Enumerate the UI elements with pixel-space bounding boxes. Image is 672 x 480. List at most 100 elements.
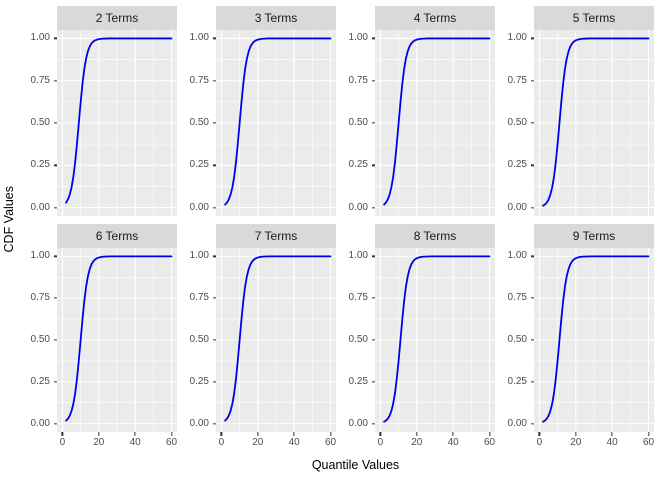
y-tick-mark [371, 122, 375, 124]
facet-strip-7-terms: 7 Terms [216, 224, 336, 248]
cdf-panel-2-terms [57, 30, 177, 216]
y-tick-label: 0.50 [189, 117, 209, 128]
cdf-panel-7-terms [216, 248, 336, 432]
y-tick-mark [371, 381, 375, 383]
x-tick-label: 60 [642, 437, 655, 448]
x-axis-ticks-col4: 0 20 40 60 [534, 432, 654, 452]
facet-strip-9-terms: 9 Terms [534, 224, 654, 248]
y-axis-ticks-3-terms: 0.00 0.25 0.50 0.75 1.00 [177, 30, 216, 216]
facet-strip-5-terms: 5 Terms [534, 6, 654, 30]
y-tick-label: 0.50 [30, 334, 50, 345]
x-tick-mark [170, 432, 173, 436]
y-tick-label: 1.00 [30, 250, 50, 262]
y-tick-label: 0.25 [30, 375, 50, 387]
y-tick-mark [530, 122, 534, 124]
y-tick-mark [53, 206, 57, 209]
x-tick-mark [538, 432, 541, 436]
y-tick-label: 0.75 [30, 74, 50, 86]
y-tick-mark [212, 37, 216, 40]
y-tick-mark [371, 80, 375, 82]
y-tick-label: 1.00 [30, 32, 50, 44]
y-tick-mark [53, 381, 57, 383]
y-axis-title: CDF Values [2, 185, 16, 253]
y-tick-label: 0.00 [189, 201, 209, 213]
y-tick-mark [530, 164, 534, 166]
y-tick-label: 1.00 [189, 32, 209, 44]
x-tick-mark [379, 432, 382, 436]
x-tick-mark [61, 432, 64, 436]
panel-plot-area [216, 248, 336, 432]
x-tick-mark [647, 432, 650, 436]
x-tick-label: 0 [218, 437, 225, 448]
y-tick-mark [530, 37, 534, 40]
y-tick-label: 1.00 [507, 250, 527, 262]
y-tick-label: 0.00 [30, 417, 50, 429]
y-tick-label: 0.50 [507, 334, 527, 345]
y-tick-label: 0.25 [348, 159, 368, 171]
y-axis-ticks-2-terms: 0.00 0.25 0.50 0.75 1.00 [18, 30, 57, 216]
cdf-curve [225, 38, 330, 204]
x-tick-mark [134, 432, 136, 436]
x-tick-label: 40 [129, 437, 141, 448]
y-tick-label: 0.25 [507, 159, 527, 171]
cdf-panel-5-terms [534, 30, 654, 216]
x-tick-label: 60 [324, 437, 337, 448]
x-tick-label: 60 [165, 437, 178, 448]
x-tick-label: 20 [252, 437, 264, 448]
x-tick-mark [293, 432, 295, 436]
y-tick-mark [53, 122, 57, 124]
y-tick-label: 0.50 [30, 117, 50, 128]
y-tick-mark [53, 297, 57, 299]
x-tick-mark [611, 432, 613, 436]
y-tick-label: 0.25 [189, 159, 209, 171]
y-tick-label: 0.50 [348, 334, 368, 345]
y-tick-label: 1.00 [348, 250, 368, 262]
y-tick-mark [371, 37, 375, 40]
y-tick-mark [371, 297, 375, 299]
y-tick-mark [212, 381, 216, 383]
y-tick-mark [530, 297, 534, 299]
panel-plot-area [57, 248, 177, 432]
y-axis-ticks-8-terms: 0.00 0.25 0.50 0.75 1.00 [336, 248, 375, 432]
x-tick-mark [220, 432, 223, 436]
cdf-panel-6-terms [57, 248, 177, 432]
cdf-curve [543, 38, 648, 205]
y-tick-mark [53, 80, 57, 82]
y-tick-mark [530, 206, 534, 209]
x-tick-label: 20 [570, 437, 582, 448]
y-tick-mark [371, 164, 375, 166]
cdf-panel-8-terms [375, 248, 495, 432]
cdf-panel-3-terms [216, 30, 336, 216]
y-tick-mark [212, 297, 216, 299]
x-tick-mark [488, 432, 491, 436]
y-tick-label: 0.00 [507, 417, 527, 429]
panel-plot-area [216, 30, 336, 216]
facet-strip-2-terms: 2 Terms [57, 6, 177, 30]
x-tick-label: 40 [447, 437, 459, 448]
y-tick-mark [212, 339, 216, 341]
y-tick-mark [212, 206, 216, 209]
panel-plot-area [57, 30, 177, 216]
x-axis-ticks-col3: 0 20 40 60 [375, 432, 495, 452]
y-tick-label: 0.00 [507, 201, 527, 213]
x-axis-ticks-col1: 0 20 40 60 [57, 432, 177, 452]
y-tick-mark [530, 339, 534, 341]
y-axis-ticks-7-terms: 0.00 0.25 0.50 0.75 1.00 [177, 248, 216, 432]
y-tick-label: 1.00 [507, 32, 527, 44]
x-tick-label: 0 [536, 437, 543, 448]
x-tick-mark [329, 432, 332, 436]
cdf-panel-9-terms [534, 248, 654, 432]
y-tick-label: 0.00 [348, 201, 368, 213]
y-tick-label: 0.25 [189, 375, 209, 387]
facet-strip-3-terms: 3 Terms [216, 6, 336, 30]
panel-plot-area [534, 248, 654, 432]
y-tick-label: 1.00 [189, 250, 209, 262]
y-tick-label: 0.25 [348, 375, 368, 387]
y-tick-mark [371, 422, 375, 425]
y-tick-mark [530, 80, 534, 82]
y-tick-mark [53, 422, 57, 425]
y-tick-label: 0.25 [507, 375, 527, 387]
cdf-curve [225, 256, 330, 420]
y-tick-mark [530, 422, 534, 425]
